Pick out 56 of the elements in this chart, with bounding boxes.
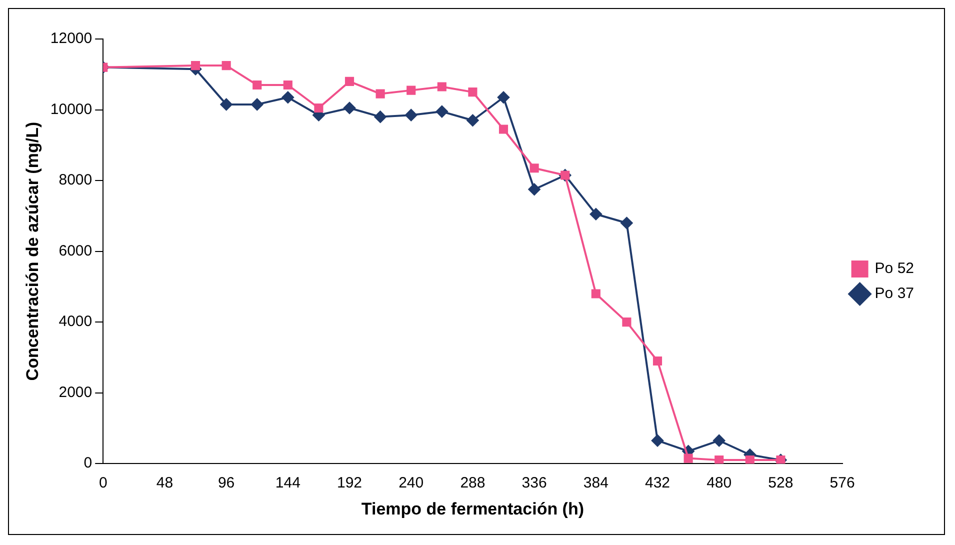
y-tick-label: 8000 (58, 172, 92, 189)
x-axis-title: Tiempo de fermentación (h) (361, 499, 584, 518)
x-tick-label: 48 (156, 474, 174, 492)
point (344, 76, 354, 86)
x-tick-label: 96 (218, 474, 235, 492)
legend-label: Po 52 (874, 260, 914, 278)
x-tick-label: 0 (98, 474, 108, 492)
y-tick-label: 6000 (58, 242, 92, 260)
point (498, 124, 508, 134)
y-tick-label: 4000 (58, 313, 92, 330)
point (283, 80, 292, 90)
point (620, 216, 633, 229)
y-axis-title: Concentración de azúcar (mg/L) (22, 122, 42, 381)
x-tick-label: 240 (398, 474, 424, 492)
x-tick-label: 480 (706, 474, 732, 492)
y-tick-label: 2000 (58, 384, 92, 401)
point (344, 102, 356, 114)
point (437, 82, 446, 92)
x-tick-label: 528 (768, 474, 794, 492)
x-tick-label: 576 (830, 474, 855, 492)
point (622, 318, 632, 327)
point (528, 183, 540, 196)
x-tick-label: 336 (522, 474, 547, 492)
x-tick-label: 192 (336, 474, 362, 492)
point (652, 356, 662, 366)
legend-label: Po 37 (874, 285, 914, 302)
point (684, 454, 693, 463)
point (652, 434, 664, 447)
point (251, 98, 264, 110)
point (282, 91, 294, 104)
x-tick-label: 144 (275, 474, 300, 492)
y-tick-label: 10000 (50, 100, 92, 118)
point (713, 434, 726, 447)
point (498, 91, 510, 104)
point (220, 98, 232, 110)
point (405, 109, 418, 122)
point (591, 289, 600, 298)
point (590, 208, 602, 220)
point (466, 114, 479, 126)
point (436, 106, 448, 118)
point (406, 86, 416, 95)
point (190, 61, 200, 70)
y-tick-label: 0 (84, 454, 92, 472)
point (530, 164, 539, 173)
point (376, 89, 385, 98)
x-tick-label: 384 (583, 474, 608, 492)
x-tick-label: 432 (644, 474, 670, 492)
point (314, 103, 324, 113)
point (468, 88, 478, 97)
point (714, 456, 724, 464)
point (222, 61, 231, 70)
point (374, 110, 386, 123)
point (252, 80, 262, 90)
x-tick-label: 288 (460, 474, 486, 492)
y-tick-label: 12000 (50, 30, 92, 48)
point (745, 456, 754, 464)
